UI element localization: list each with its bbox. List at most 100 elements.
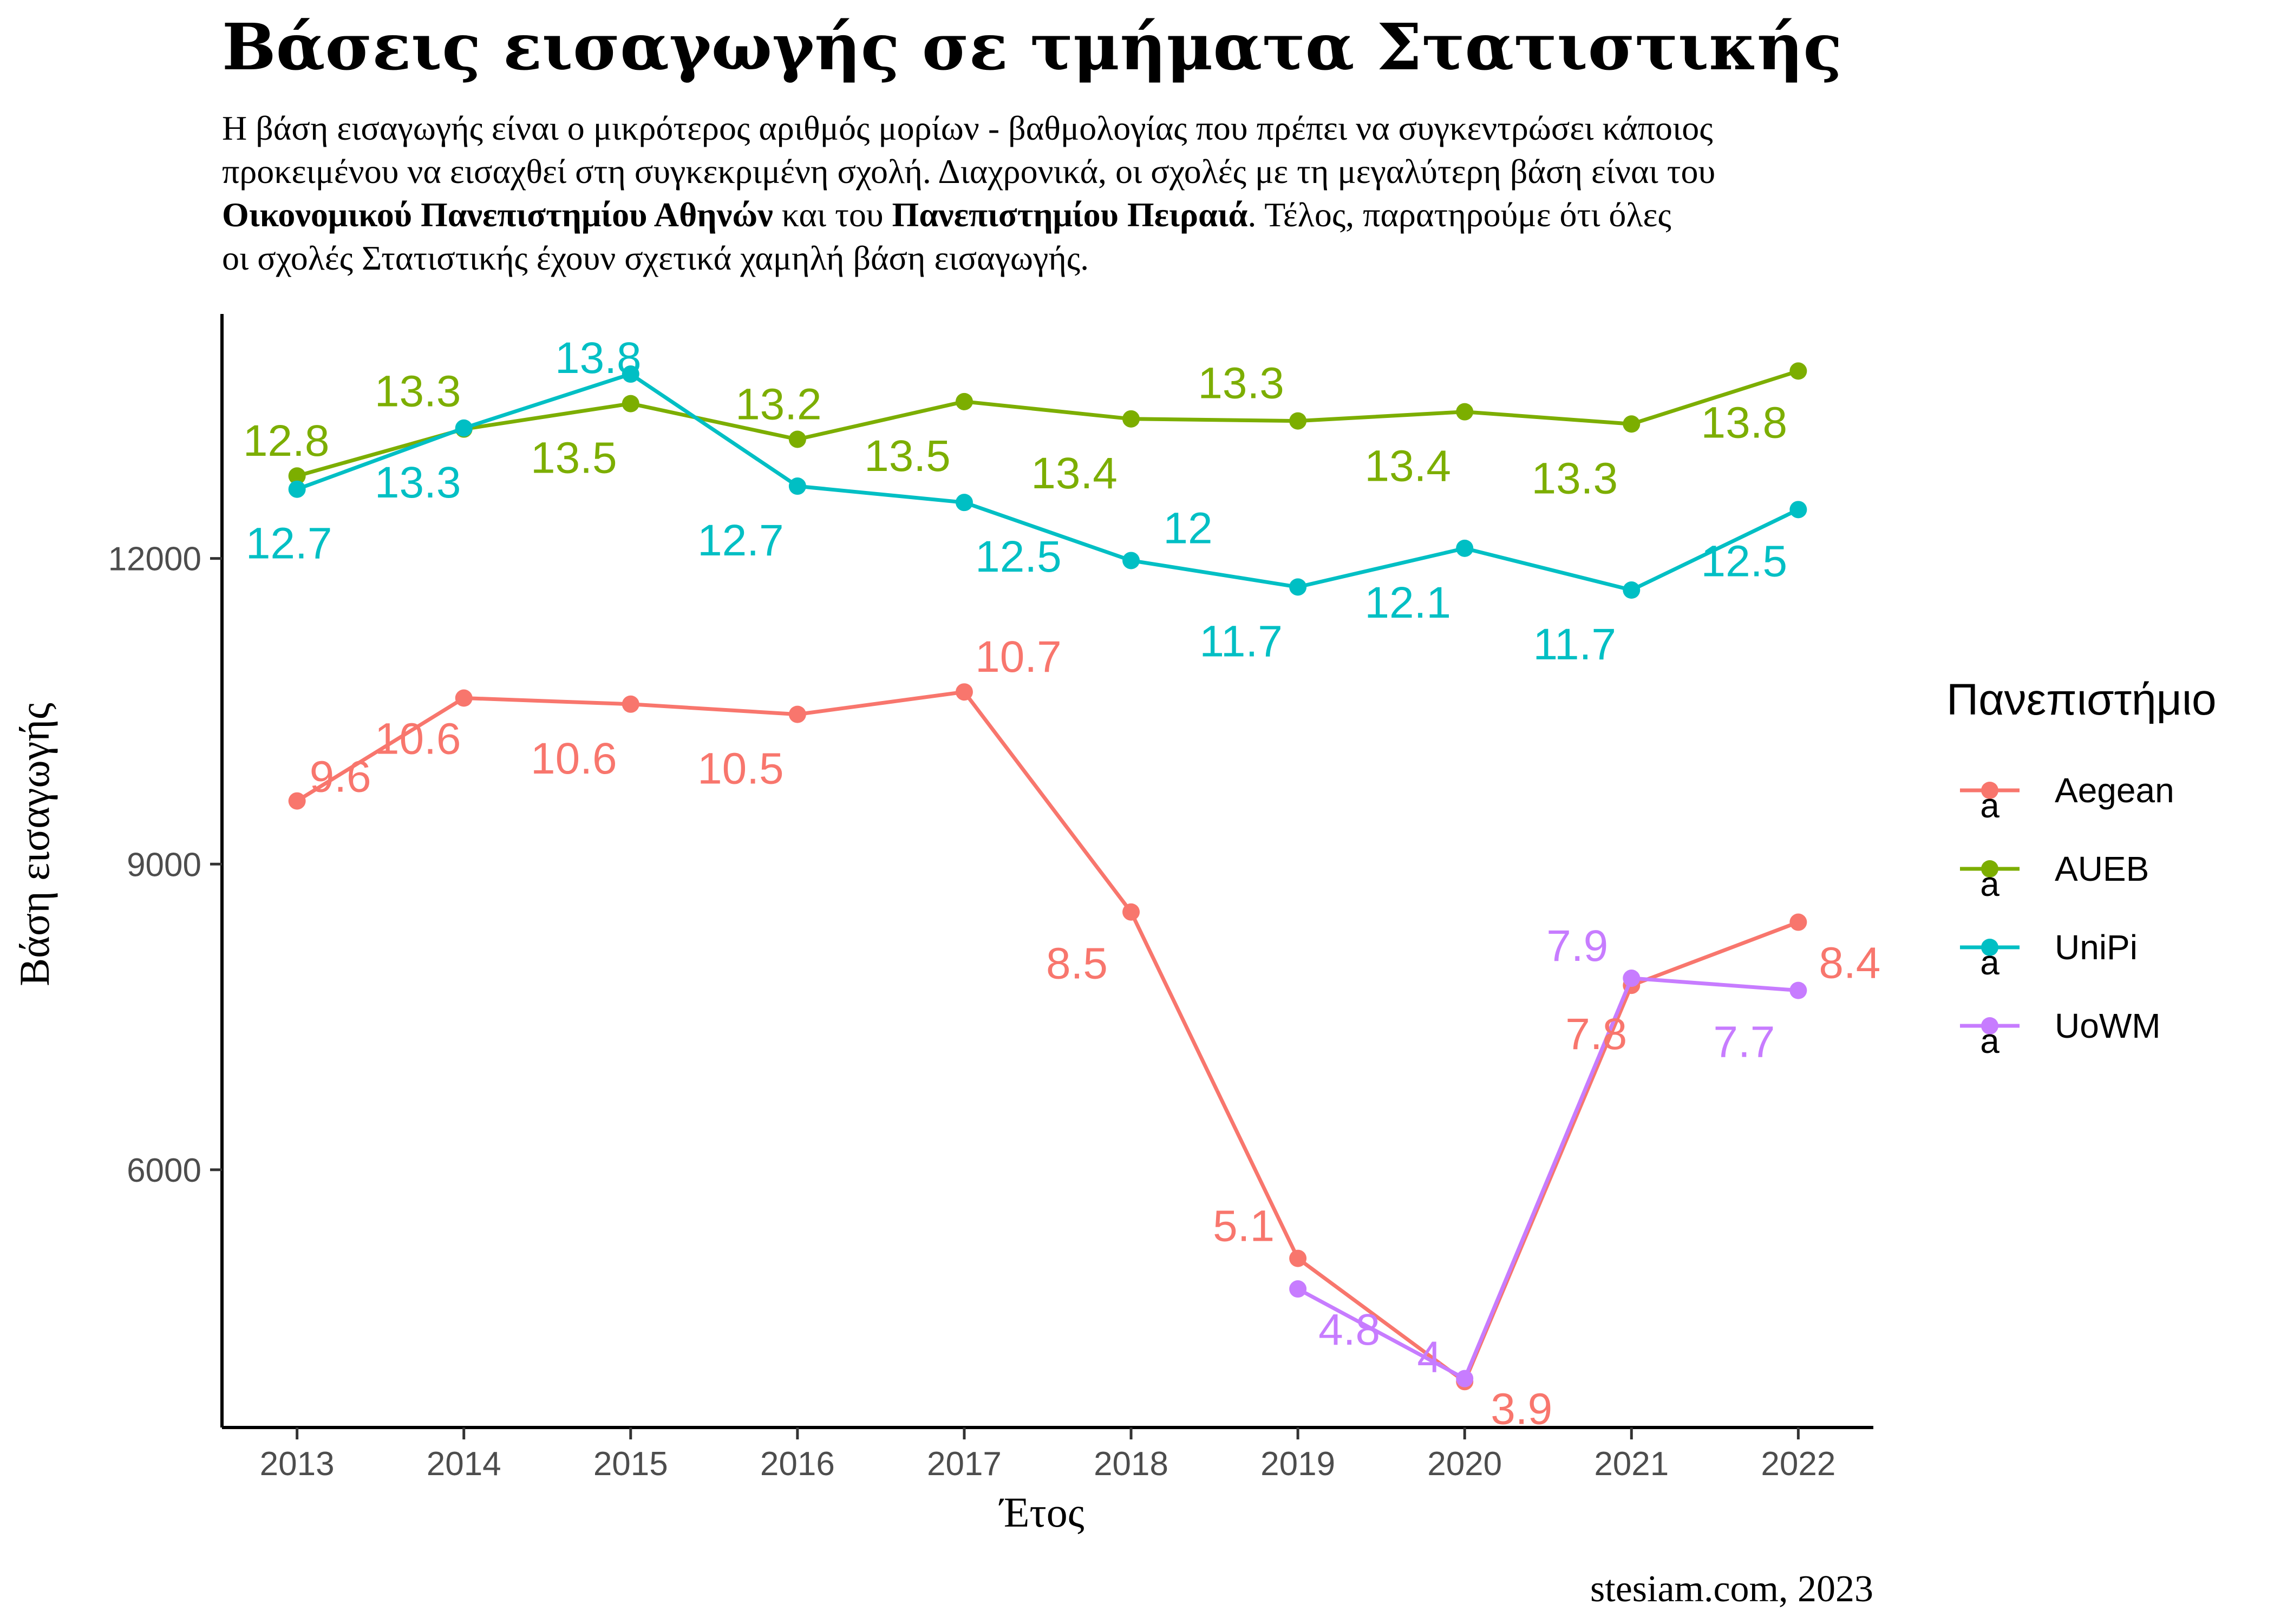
data-point — [455, 419, 473, 437]
data-label: 13.3 — [375, 458, 461, 507]
x-tick-label: 2015 — [593, 1445, 668, 1483]
legend-items: a Aegean a AUEB a UniPi a UoWM — [1960, 771, 2174, 1060]
data-label: 5.1 — [1213, 1202, 1275, 1251]
legend-key-point — [1981, 860, 1998, 878]
data-label: 7.7 — [1713, 1018, 1775, 1067]
series-line — [1297, 976, 1799, 1381]
data-point — [1122, 552, 1140, 569]
subtitle-line: προκειμένου να εισαχθεί στη συγκεκριμένη… — [222, 152, 1715, 191]
legend-item-uowm: a UoWM — [1960, 1006, 2161, 1060]
data-point — [455, 689, 473, 707]
chart-subtitle: Η βάση εισαγωγής είναι ο μικρότερος αριθ… — [222, 109, 1715, 277]
data-label: 7.8 — [1565, 1010, 1627, 1059]
data-label: 10.6 — [531, 734, 617, 783]
data-point — [955, 494, 973, 512]
data-label: 12.8 — [243, 416, 330, 466]
data-point — [622, 365, 639, 383]
data-label: 13.2 — [735, 379, 822, 429]
data-point — [288, 480, 306, 498]
y-tick-label: 9000 — [127, 846, 201, 883]
legend-title: Πανεπιστήμιο — [1946, 675, 2217, 724]
legend-item-unipi: a UniPi — [1960, 928, 2138, 982]
data-label: 9.6 — [310, 752, 371, 802]
data-label: 10.7 — [975, 632, 1062, 682]
legend-label: UoWM — [2055, 1006, 2161, 1045]
x-tick-label: 2013 — [260, 1445, 335, 1483]
legend-key-point — [1981, 939, 1998, 956]
data-point — [1789, 913, 1807, 931]
legend-label: Aegean — [2055, 771, 2174, 810]
data-label: 4.8 — [1318, 1305, 1380, 1354]
subtitle-line: Οικονομικού Πανεπιστημίου Αθηνών και του… — [222, 195, 1671, 234]
data-point — [1122, 410, 1140, 428]
data-label: 7.9 — [1546, 921, 1608, 971]
data-label: 8.5 — [1046, 939, 1108, 988]
data-label: 12.1 — [1364, 578, 1451, 627]
x-tick-label: 2018 — [1094, 1445, 1168, 1483]
series-uowm — [1289, 970, 1807, 1387]
data-point — [1789, 981, 1807, 999]
data-label: 12.5 — [1701, 536, 1788, 586]
data-point — [788, 477, 806, 495]
data-point — [1623, 581, 1641, 599]
data-labels-layer: 9.610.6 10.6 10.510.78.55.13.97.88.412.813… — [243, 333, 1881, 1433]
legend-key-point — [1981, 1017, 1998, 1034]
legend: Πανεπιστήμιο a Aegean a AUEB a UniPi a UoWM — [1946, 675, 2217, 1060]
data-label: 12.7 — [697, 516, 784, 565]
data-label: 13.3 — [1531, 454, 1618, 503]
legend-label: AUEB — [2055, 849, 2149, 888]
subtitle-run: προκειμένου να εισαχθεί στη συγκεκριμένη… — [222, 152, 1715, 191]
data-point — [1789, 362, 1807, 380]
data-point — [1289, 412, 1307, 430]
series-line — [296, 372, 1799, 592]
series-line — [296, 690, 1799, 1384]
data-point — [1789, 501, 1807, 519]
subtitle-bold-run: Οικονομικού Πανεπιστημίου Αθηνών — [222, 195, 773, 234]
data-label: 8.4 — [1819, 939, 1880, 988]
subtitle-line: οι σχολές Στατιστικής έχουν σχετικά χαμη… — [222, 239, 1089, 277]
x-tick-label: 2021 — [1594, 1445, 1669, 1483]
subtitle-line: Η βάση εισαγωγής είναι ο μικρότερος αριθ… — [222, 109, 1713, 147]
data-point — [788, 430, 806, 448]
data-label: 10.5 — [697, 744, 784, 794]
data-point — [622, 395, 639, 412]
data-point — [788, 705, 806, 723]
y-tick-label: 12000 — [108, 541, 201, 578]
x-tick-label: 2019 — [1260, 1445, 1335, 1483]
data-point — [1289, 1280, 1307, 1298]
legend-item-aegean: a Aegean — [1960, 771, 2174, 825]
legend-key-point — [1981, 782, 1998, 799]
legend-key-glyph: a — [1980, 1021, 1999, 1060]
data-point — [288, 792, 306, 810]
data-point — [1623, 970, 1641, 987]
data-label: 13.4 — [1364, 442, 1451, 491]
series-layer — [288, 362, 1807, 1391]
x-axis-title: Έτος — [998, 1489, 1084, 1536]
data-label: 10.6 — [375, 715, 461, 764]
chart-caption: stesiam.com, 2023 — [1590, 1568, 1873, 1610]
data-label: 13.5 — [864, 431, 951, 481]
legend-key-glyph: a — [1980, 786, 1999, 825]
y-axis-title: Βάση εισαγωγής — [11, 703, 58, 986]
data-label: 4 — [1417, 1333, 1442, 1382]
data-label: 11.7 — [1199, 617, 1283, 666]
data-point — [1456, 403, 1474, 421]
data-label: 3.9 — [1491, 1384, 1552, 1433]
data-label: 12 — [1163, 503, 1212, 553]
data-label: 12.7 — [246, 519, 332, 568]
data-label: 13.4 — [1031, 449, 1118, 498]
subtitle-run: και του — [773, 195, 892, 234]
subtitle-bold-run: Πανεπιστημίου Πειραιά — [892, 195, 1248, 234]
data-label: 13.5 — [531, 434, 617, 483]
data-point — [288, 467, 306, 485]
data-point — [1456, 539, 1474, 557]
legend-label: UniPi — [2055, 928, 2138, 967]
x-tick-label: 2020 — [1427, 1445, 1502, 1483]
series-line — [296, 369, 1799, 478]
legend-key-glyph: a — [1980, 865, 1999, 903]
data-label: 12.5 — [975, 532, 1062, 581]
data-point — [1122, 903, 1140, 921]
data-point — [1623, 415, 1641, 433]
x-tick-label: 2016 — [760, 1445, 835, 1483]
